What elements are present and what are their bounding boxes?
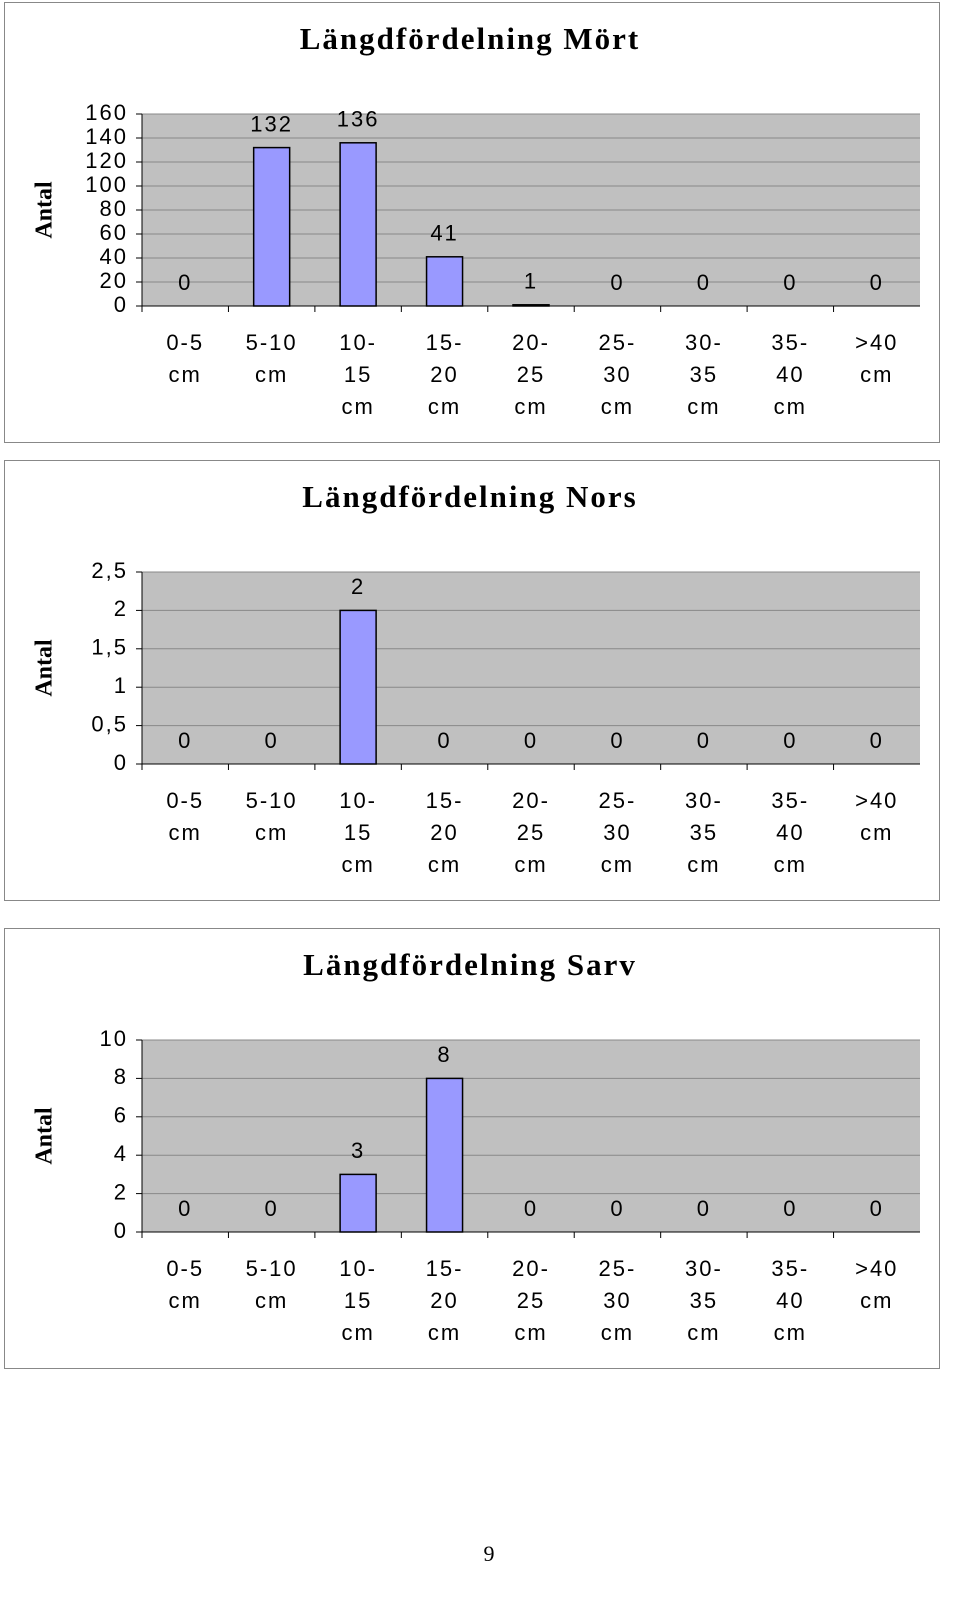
x-tick-label: 5-10 cm <box>245 1256 298 1313</box>
value-label: 1 <box>524 269 538 294</box>
x-tick-label: 20-25 cm <box>512 330 550 419</box>
value-label: 0 <box>783 1196 797 1221</box>
value-label: 0 <box>265 1196 279 1221</box>
value-label: 0 <box>697 270 711 295</box>
plot-area <box>142 572 920 764</box>
bar <box>512 304 550 307</box>
value-label: 0 <box>610 270 624 295</box>
y-tick-label: 1,5 <box>91 635 128 660</box>
y-tick-label: 140 <box>85 124 128 149</box>
y-tick-label: 0 <box>114 292 128 317</box>
value-label: 136 <box>337 107 380 132</box>
y-tick-label: 100 <box>85 172 128 197</box>
chart-title: Längdfördelning Sarv <box>303 947 637 982</box>
x-tick-label: 0-5 cm <box>166 1256 205 1313</box>
chart-title: Längdfördelning Nors <box>302 479 637 514</box>
x-tick-label: 10-15 cm <box>339 1256 377 1345</box>
plot-area <box>142 1040 920 1232</box>
value-label: 0 <box>783 728 797 753</box>
x-tick-label: 10-15 cm <box>339 788 377 877</box>
y-tick-label: 0 <box>114 750 128 775</box>
y-tick-label: 2 <box>114 596 128 621</box>
x-tick-label: >40 cm <box>855 1256 899 1313</box>
value-label: 0 <box>610 1196 624 1221</box>
y-tick-label: 80 <box>100 196 128 221</box>
x-tick-label: 30-35 cm <box>684 330 723 419</box>
x-tick-label: >40 cm <box>855 330 899 387</box>
x-tick-label: 15-20 cm <box>425 788 464 877</box>
y-tick-label: 0 <box>114 1218 128 1243</box>
value-label: 0 <box>697 1196 711 1221</box>
chart-title: Längdfördelning Mört <box>300 21 641 56</box>
x-tick-label: 30-35 cm <box>684 788 723 877</box>
page-number: 9 <box>484 1541 497 1566</box>
value-label: 0 <box>783 270 797 295</box>
x-tick-label: 35-40 cm <box>771 330 810 419</box>
value-label: 0 <box>178 1196 192 1221</box>
x-tick-label: 5-10 cm <box>245 788 298 845</box>
x-tick-label: 20-25 cm <box>512 1256 550 1345</box>
value-label: 0 <box>524 728 538 753</box>
y-tick-label: 40 <box>100 244 128 269</box>
x-tick-label: 0-5 cm <box>166 788 205 845</box>
value-label: 0 <box>697 728 711 753</box>
y-tick-label: 2,5 <box>91 558 128 583</box>
y-tick-label: 2 <box>114 1179 128 1204</box>
value-label: 0 <box>265 728 279 753</box>
x-tick-label: 25-30 cm <box>598 788 637 877</box>
y-tick-label: 6 <box>114 1103 128 1128</box>
value-label: 8 <box>437 1042 451 1067</box>
x-tick-label: 10-15 cm <box>339 330 377 419</box>
y-tick-label: 1 <box>114 673 128 698</box>
y-tick-label: 0,5 <box>91 711 128 736</box>
y-axis-label: Antal <box>32 1107 58 1165</box>
bar <box>425 256 464 307</box>
value-label: 0 <box>178 270 192 295</box>
y-tick-label: 4 <box>114 1141 128 1166</box>
x-tick-label: 35-40 cm <box>771 1256 810 1345</box>
value-label: 0 <box>610 728 624 753</box>
x-tick-label: 5-10 cm <box>245 330 298 387</box>
y-tick-label: 120 <box>85 148 128 173</box>
x-tick-label: >40 cm <box>855 788 899 845</box>
value-label: 132 <box>250 111 293 136</box>
value-label: 0 <box>870 1196 884 1221</box>
x-tick-label: 25-30 cm <box>598 330 637 419</box>
y-tick-label: 60 <box>100 220 128 245</box>
bar <box>339 1173 377 1233</box>
x-tick-label: 30-35 cm <box>684 1256 723 1345</box>
value-label: 0 <box>870 270 884 295</box>
y-axis-label: Antal <box>32 639 58 697</box>
value-label: 3 <box>351 1138 365 1163</box>
y-axis-label: Antal <box>32 181 58 239</box>
x-tick-label: 15-20 cm <box>425 330 464 419</box>
value-label: 0 <box>870 728 884 753</box>
bar <box>339 142 377 307</box>
bar <box>425 1077 464 1233</box>
bar <box>252 146 291 307</box>
x-tick-label: 25-30 cm <box>598 1256 637 1345</box>
value-label: 41 <box>430 221 458 246</box>
value-label: 0 <box>524 1196 538 1221</box>
y-tick-label: 20 <box>100 268 128 293</box>
x-tick-label: 15-20 cm <box>425 1256 464 1345</box>
bar <box>339 609 377 765</box>
y-tick-label: 8 <box>114 1064 128 1089</box>
value-label: 0 <box>178 728 192 753</box>
x-tick-label: 20-25 cm <box>512 788 550 877</box>
value-label: 2 <box>351 574 365 599</box>
y-tick-label: 10 <box>100 1026 128 1051</box>
value-label: 0 <box>437 728 451 753</box>
y-tick-label: 160 <box>85 100 128 125</box>
x-tick-label: 35-40 cm <box>771 788 810 877</box>
x-tick-label: 0-5 cm <box>166 330 205 387</box>
